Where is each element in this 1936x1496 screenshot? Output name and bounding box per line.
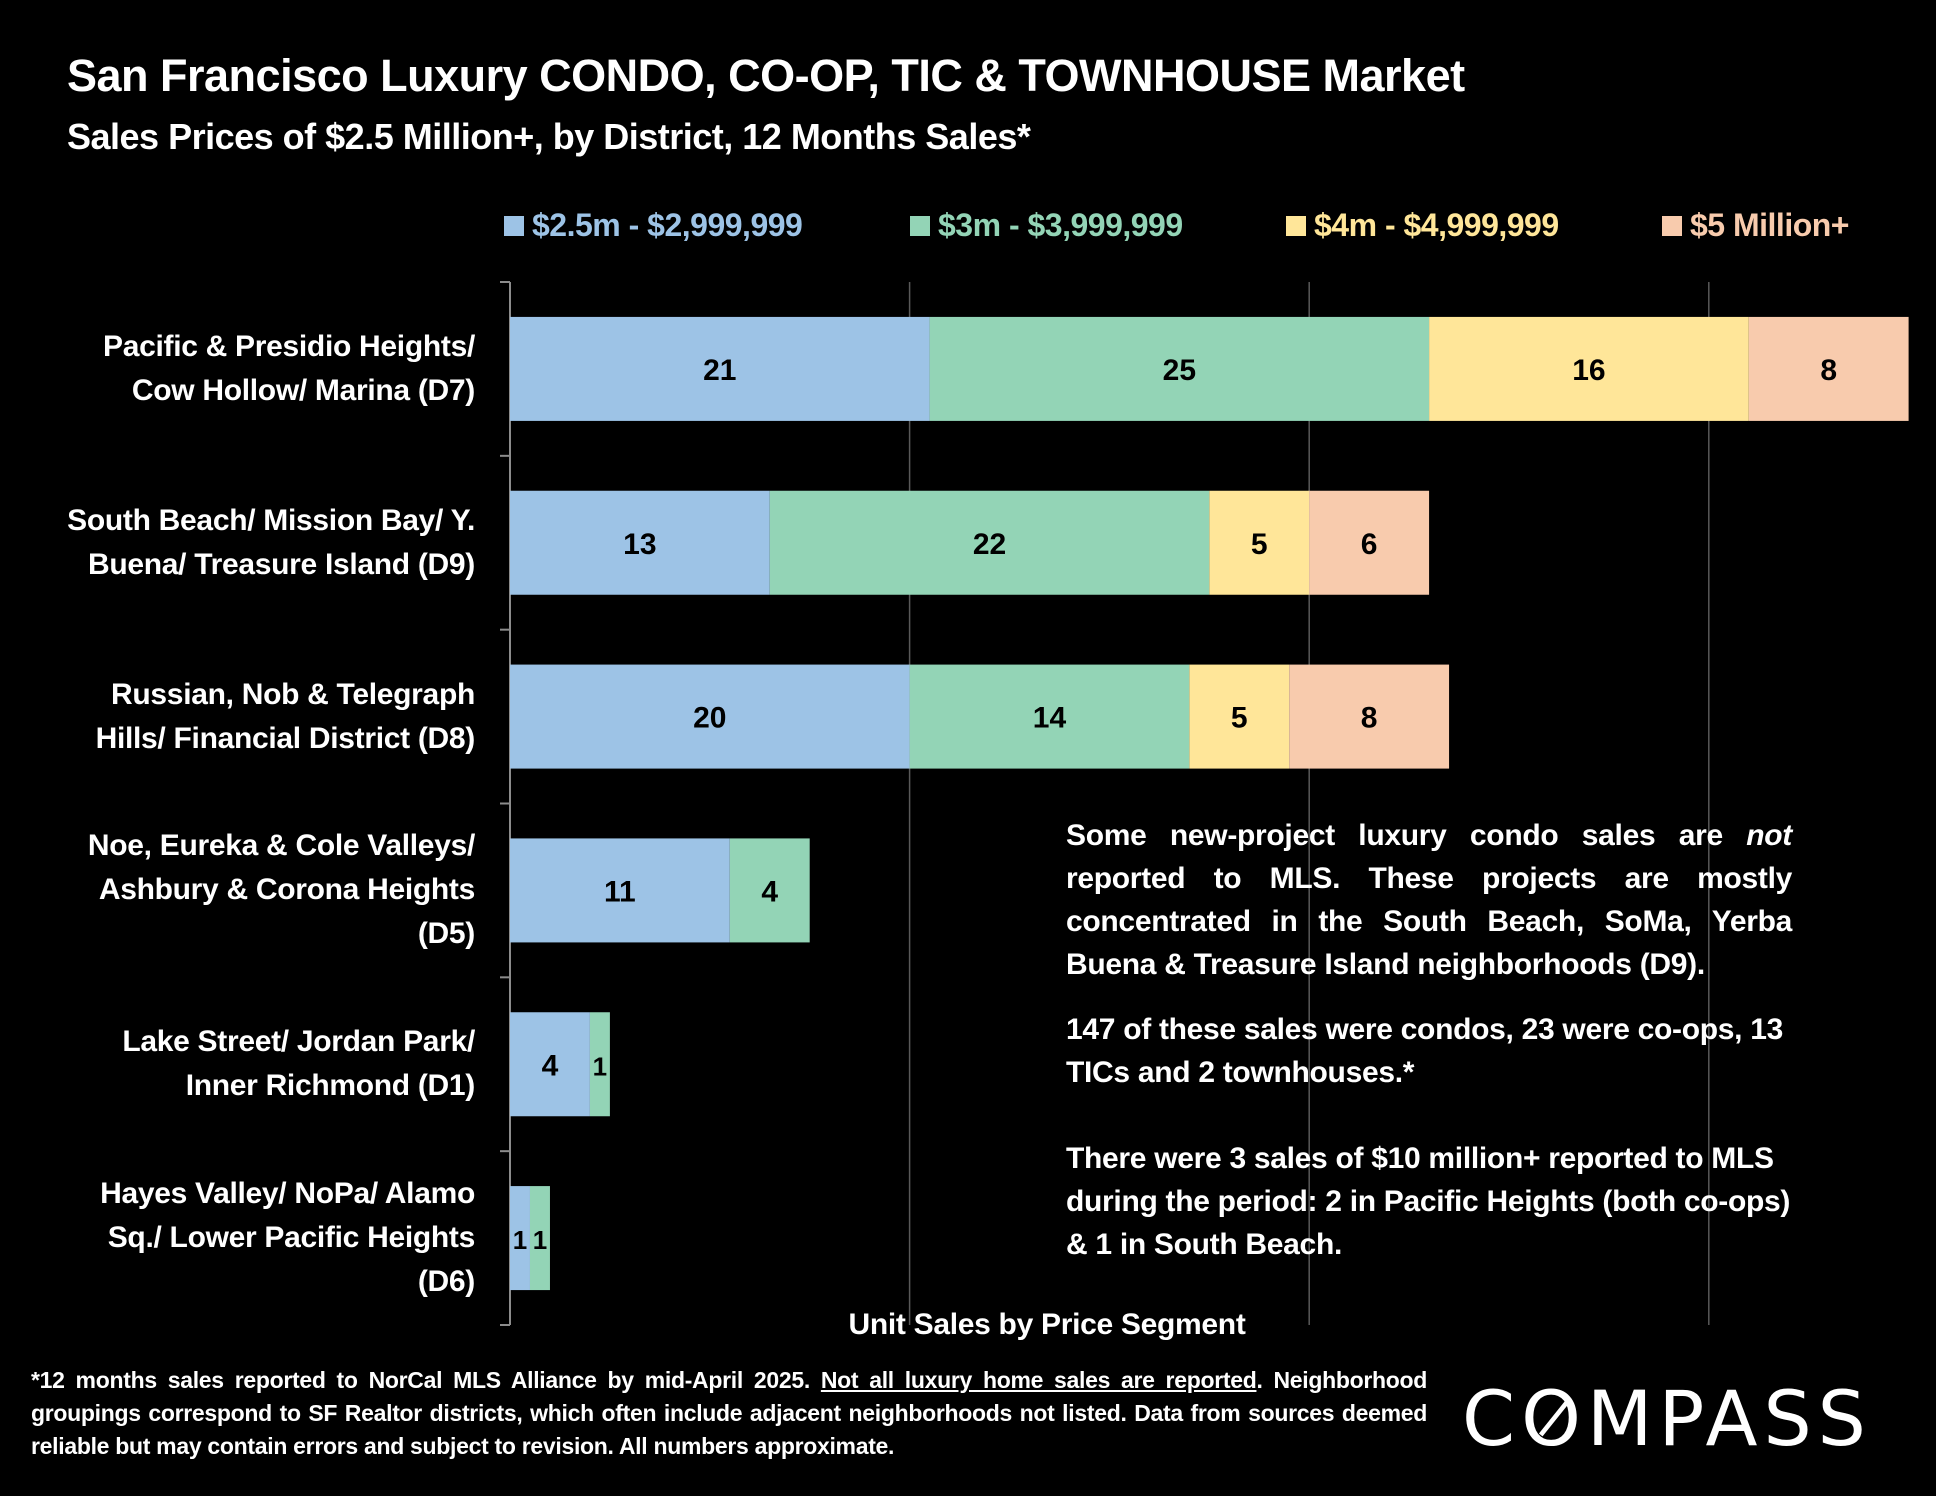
bar-segment: [1289, 664, 1450, 769]
category-label-line: Hayes Valley/ NoPa/ Alamo: [100, 1177, 475, 1211]
legend-item: $3m - $3,999,999: [910, 207, 1183, 244]
data-label: 22: [973, 528, 1006, 561]
data-label: 14: [1033, 702, 1067, 735]
bar-segment: [510, 1012, 590, 1117]
bar-segment: [510, 1186, 530, 1291]
data-label: 1: [593, 1051, 607, 1081]
note-unreported: Some new-project luxury condo sales are …: [1066, 814, 1792, 986]
bar-segment: [769, 490, 1210, 595]
note-text: Some new-project luxury condo sales are: [1066, 819, 1747, 852]
data-label: 1: [513, 1225, 527, 1255]
data-label: 1: [533, 1225, 547, 1255]
data-label: 21: [703, 354, 736, 387]
bar-segment: [510, 490, 770, 595]
legend-label: $5 Million+: [1690, 207, 1849, 243]
bar-segment: [1209, 490, 1310, 595]
bar-segment: [1429, 316, 1749, 421]
chart-title: San Francisco Luxury CONDO, CO-OP, TIC &…: [67, 50, 1465, 101]
category-label-line: Cow Hollow/ Marina (D7): [131, 373, 475, 407]
footnote-text: . Neighborhood groupings correspond to S…: [31, 1367, 1428, 1459]
data-label: 13: [623, 528, 656, 561]
footnote-text: *12 months sales reported to NorCal MLS …: [31, 1367, 821, 1393]
data-label: 4: [542, 1049, 559, 1082]
category-label-line: Noe, Eureka & Cole Valleys/: [87, 829, 475, 863]
category-label-line: Pacific & Presidio Heights/: [102, 329, 475, 363]
note-emphasis: not: [1746, 819, 1792, 852]
legend-swatch: [504, 215, 524, 236]
legend-item: $4m - $4,999,999: [1286, 207, 1559, 244]
bar-segment: [909, 664, 1190, 769]
category-label-line: Hills/ Financial District (D8): [95, 721, 476, 755]
bar-segment: [510, 664, 910, 769]
footnote: *12 months sales reported to NorCal MLS …: [31, 1364, 1427, 1463]
note-property-types: 147 of these sales were condos, 23 were …: [1066, 1013, 1783, 1089]
legend-label: $4m - $4,999,999: [1314, 207, 1559, 243]
bar-segment: [1309, 490, 1430, 595]
data-label: 16: [1572, 354, 1605, 387]
category-label-line: South Beach/ Mission Bay/ Y.: [67, 503, 475, 537]
x-axis-label: Unit Sales by Price Segment: [848, 1308, 1246, 1341]
category-label: South Beach/ Mission Bay/ Y. Buena/ Treas…: [5, 499, 475, 587]
category-label-line: Sq./ Lower Pacific Heights: [107, 1221, 476, 1255]
legend-item: $5 Million+: [1662, 207, 1849, 244]
category-label-line: Inner Richmond (D1): [185, 1069, 476, 1103]
bar-segment: [589, 1012, 610, 1117]
category-label-line: Buena/ Treasure Island (D9): [87, 547, 475, 581]
bar-segment: [729, 838, 810, 943]
bar-segment: [1189, 664, 1290, 769]
legend-label: $2.5m - $2,999,999: [532, 207, 803, 243]
compass-logo: COMPASS: [1462, 1374, 1872, 1463]
category-label: Lake Street/ Jordan Park/Inner Richmond …: [5, 1020, 475, 1108]
data-label: 5: [1231, 702, 1248, 735]
legend-swatch: [1662, 215, 1682, 236]
footnote-underlined: Not all luxury home sales are reported: [820, 1367, 1257, 1393]
legend-item: $2.5m - $2,999,999: [504, 207, 803, 244]
data-label: 25: [1163, 354, 1196, 387]
bar-segment: [529, 1186, 550, 1291]
category-label: Noe, Eureka & Cole Valleys/Ashbury & Cor…: [5, 824, 475, 956]
legend-swatch: [910, 215, 930, 236]
data-label: 8: [1361, 702, 1378, 735]
category-label-line: Russian, Nob & Telegraph: [111, 677, 475, 711]
data-label: 6: [1361, 528, 1378, 561]
data-label: 20: [693, 702, 726, 735]
bar-segment: [510, 316, 930, 421]
category-label: Pacific & Presidio Heights/Cow Hollow/ M…: [5, 325, 475, 413]
legend-label: $3m - $3,999,999: [938, 207, 1183, 243]
chart-subtitle: Sales Prices of $2.5 Million+, by Distri…: [67, 116, 1031, 157]
note-10m-sales: There were 3 sales of $10 million+ repor…: [1066, 1142, 1791, 1261]
category-label-line: Ashbury & Corona Heights: [98, 873, 475, 907]
category-label-line: (D5): [417, 917, 475, 951]
category-label: Russian, Nob & Telegraph Hills/ Financial…: [5, 673, 476, 761]
data-label: 5: [1251, 528, 1268, 561]
note-text: reported to MLS. These projects are most…: [1066, 862, 1792, 981]
bar-segment: [929, 316, 1430, 421]
data-label: 8: [1820, 354, 1837, 387]
category-label-line: (D6): [417, 1265, 475, 1299]
bar-segment: [1748, 316, 1909, 421]
data-label: 4: [761, 875, 778, 908]
category-label: Hayes Valley/ NoPa/ Alamo Sq./ Lower Paci…: [5, 1172, 475, 1304]
legend-swatch: [1286, 215, 1306, 236]
bar-segment: [510, 838, 730, 943]
data-label: 11: [604, 875, 636, 908]
category-label-line: Lake Street/ Jordan Park/: [122, 1025, 475, 1059]
